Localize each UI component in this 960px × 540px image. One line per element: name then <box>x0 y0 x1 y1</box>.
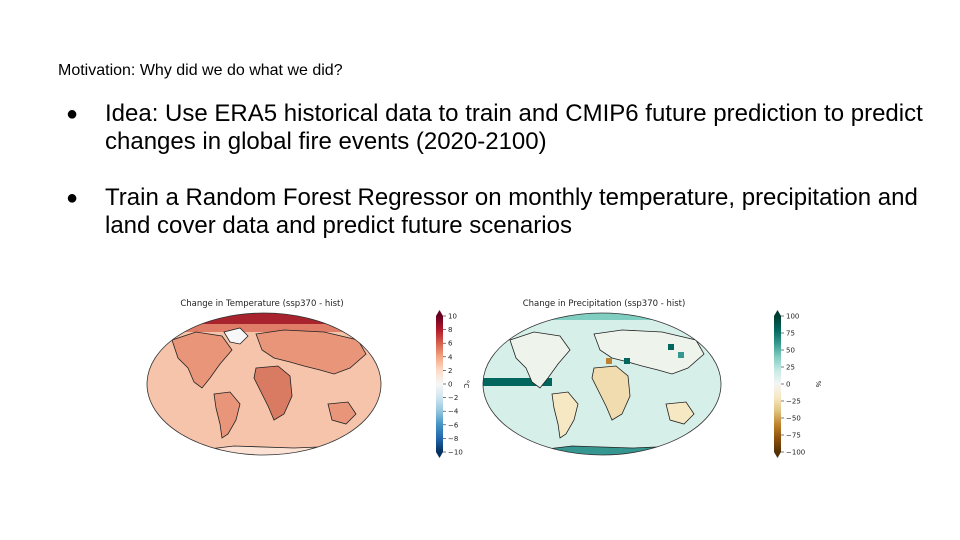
precipitation-map-svg: Change in Precipitation (ssp370 - hist) … <box>482 299 822 458</box>
temperature-colorbar-bottom-cap <box>436 452 443 458</box>
precipitation-unit-label: % <box>814 381 822 388</box>
bullet-text: Train a Random Forest Regressor on month… <box>105 184 918 239</box>
bullet-item-train: ● Train a Random Forest Regressor on mon… <box>66 184 926 240</box>
temperature-colorbar-tick-label: −4 <box>448 408 459 416</box>
temperature-unit-label: °C <box>462 380 470 389</box>
temperature-map-svg: Change in Temperature (ssp370 - hist) 10… <box>146 299 470 458</box>
precipitation-colorbar-top-cap <box>774 310 781 316</box>
precipitation-colorbar-tick-label: −100 <box>786 449 805 457</box>
land-north-america <box>509 331 571 389</box>
precipitation-colorbar-fill <box>774 316 781 452</box>
temperature-colorbar-tick-label: 6 <box>448 340 453 348</box>
temperature-colorbar-top-cap <box>436 310 443 316</box>
bullet-list: ● Idea: Use ERA5 historical data to trai… <box>66 100 926 268</box>
precipitation-arctic-band <box>483 313 721 320</box>
precipitation-colorbar-tick-label: −25 <box>786 398 801 406</box>
land-australia <box>327 401 357 425</box>
temperature-arctic-band <box>147 313 381 324</box>
temperature-colorbar-tick-label: 8 <box>448 326 452 334</box>
precipitation-dry-cell <box>606 358 612 364</box>
bullet-marker: ● <box>66 103 79 125</box>
temperature-colorbar-tick-label: −2 <box>448 394 458 402</box>
temperature-colorbar-fill <box>436 316 443 452</box>
temperature-arctic-edge <box>147 324 381 332</box>
bullet-text: Idea: Use ERA5 historical data to train … <box>105 100 923 155</box>
land-africa <box>591 365 631 421</box>
temperature-colorbar-tick-label: −6 <box>448 421 459 429</box>
temperature-map-title: Change in Temperature (ssp370 - hist) <box>180 299 343 309</box>
temperature-map-area <box>147 313 381 455</box>
land-south-america <box>213 391 241 439</box>
land-eurasia <box>255 329 367 375</box>
temperature-colorbar-tick-label: 0 <box>448 381 452 389</box>
land-africa <box>253 365 293 421</box>
temperature-map-frame <box>146 312 382 456</box>
precipitation-colorbar-tick-label: 100 <box>786 313 799 321</box>
land-greenland <box>223 327 249 345</box>
land-south-america <box>551 391 579 439</box>
precipitation-wet-cell <box>678 352 684 358</box>
temperature-colorbar-tick-label: −8 <box>448 435 458 443</box>
precipitation-colorbar-tick-label: 75 <box>786 330 795 338</box>
precipitation-map-figure: Change in Precipitation (ssp370 - hist) … <box>482 292 822 462</box>
land-north-america <box>171 331 233 389</box>
precipitation-equatorial-band <box>483 378 552 386</box>
precipitation-wet-cell <box>668 344 674 350</box>
precipitation-colorbar-tick-label: 0 <box>786 381 790 389</box>
precipitation-wet-cell <box>624 358 630 364</box>
precipitation-colorbar-tick-label: 25 <box>786 364 795 372</box>
temperature-colorbar-tick-label: 10 <box>448 313 457 321</box>
bullet-marker: ● <box>66 187 79 209</box>
precipitation-colorbar: 100 75 50 25 0 −25 −50 −75 −100 % <box>774 310 822 458</box>
precipitation-map-frame <box>482 312 722 456</box>
precipitation-colorbar-bottom-cap <box>774 452 781 458</box>
precipitation-map-title: Change in Precipitation (ssp370 - hist) <box>523 299 686 309</box>
slide-subtitle: Motivation: Why did we do what we did? <box>58 62 343 79</box>
temperature-map-figure: Change in Temperature (ssp370 - hist) 10… <box>144 292 470 462</box>
precipitation-map-area <box>483 313 721 455</box>
land-australia <box>665 401 695 425</box>
bullet-item-idea: ● Idea: Use ERA5 historical data to trai… <box>66 100 926 156</box>
temperature-colorbar-tick-label: −10 <box>448 449 463 457</box>
temperature-colorbar: 10 8 6 4 2 0 −2 −4 −6 −8 −10 °C <box>436 310 470 458</box>
temperature-colorbar-tick-label: 4 <box>448 353 453 361</box>
temperature-colorbar-tick-label: 2 <box>448 367 452 375</box>
precipitation-colorbar-tick-label: 50 <box>786 347 795 355</box>
precipitation-colorbar-tick-label: −75 <box>786 432 801 440</box>
precipitation-colorbar-tick-label: −50 <box>786 415 801 423</box>
